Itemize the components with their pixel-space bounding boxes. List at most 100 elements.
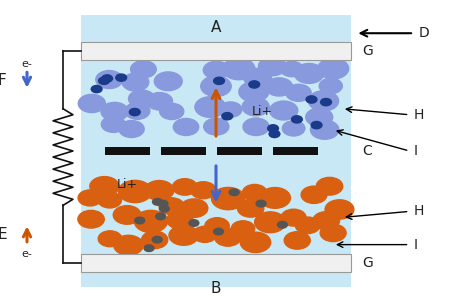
Circle shape [180,199,208,217]
Text: D: D [418,26,429,40]
Bar [81,15,351,287]
Circle shape [239,82,269,102]
Circle shape [118,180,152,203]
Circle shape [306,108,333,126]
Circle shape [130,61,156,78]
Circle shape [319,78,342,94]
Circle shape [191,182,216,199]
Circle shape [193,226,217,243]
Circle shape [116,74,126,81]
Circle shape [90,177,119,196]
Circle shape [243,68,271,87]
Circle shape [292,116,302,123]
Circle shape [266,78,292,96]
Circle shape [249,81,260,88]
Circle shape [215,228,241,246]
Circle shape [222,113,233,120]
Text: B: B [211,281,221,296]
Text: E: E [0,226,7,242]
Text: C: C [362,144,372,158]
Text: Li+: Li+ [117,178,138,191]
Circle shape [91,85,102,93]
Circle shape [156,213,166,220]
Bar [81,254,351,272]
Circle shape [310,120,339,139]
Circle shape [301,186,327,204]
Text: H: H [414,204,424,218]
Text: I: I [414,238,418,252]
Circle shape [282,121,305,136]
Circle shape [142,231,168,249]
Circle shape [212,188,245,210]
Circle shape [284,232,310,249]
Circle shape [201,76,231,96]
Text: I: I [414,144,418,158]
Circle shape [258,57,286,76]
Circle shape [98,192,122,208]
Circle shape [308,91,338,111]
Circle shape [96,71,123,88]
Circle shape [280,61,303,77]
Circle shape [223,58,255,80]
Circle shape [129,108,140,116]
Text: e-: e- [22,249,32,259]
Circle shape [153,198,162,205]
Circle shape [135,210,167,233]
Circle shape [144,181,174,200]
Circle shape [78,210,104,228]
Circle shape [238,199,264,217]
Circle shape [204,118,229,135]
Bar [104,147,149,155]
Circle shape [101,116,125,132]
Text: Li+: Li+ [252,105,273,118]
Bar [217,147,262,155]
Text: A: A [211,20,221,35]
Circle shape [313,212,339,230]
Circle shape [255,212,286,233]
Circle shape [243,118,269,136]
Circle shape [316,177,343,195]
Circle shape [78,190,102,206]
Text: H: H [414,108,424,122]
Circle shape [214,228,224,235]
Circle shape [231,221,255,236]
Circle shape [243,185,267,201]
Circle shape [294,63,324,83]
Circle shape [166,211,193,229]
Circle shape [270,101,298,120]
Bar [274,147,319,155]
Circle shape [203,61,230,79]
Circle shape [154,72,182,91]
Circle shape [152,236,162,243]
Circle shape [306,96,317,103]
Circle shape [260,188,290,208]
Circle shape [281,209,306,226]
Circle shape [119,120,144,137]
Circle shape [229,189,239,196]
Circle shape [311,121,322,129]
Circle shape [189,220,199,226]
Circle shape [122,73,149,91]
Circle shape [159,198,184,215]
Circle shape [256,200,266,207]
Circle shape [144,245,154,252]
Text: G: G [362,44,373,58]
Circle shape [242,98,269,116]
Circle shape [99,77,109,85]
Circle shape [113,206,141,224]
Circle shape [158,200,168,207]
Circle shape [205,218,229,234]
Bar [161,147,206,155]
Circle shape [219,102,242,117]
Circle shape [169,226,198,245]
Circle shape [240,232,271,252]
Text: F: F [0,72,7,88]
Circle shape [125,103,150,119]
Circle shape [147,92,172,110]
Circle shape [320,98,331,106]
Circle shape [286,84,311,101]
Circle shape [320,224,346,242]
Circle shape [214,77,225,85]
Circle shape [135,217,144,224]
Circle shape [295,217,320,234]
